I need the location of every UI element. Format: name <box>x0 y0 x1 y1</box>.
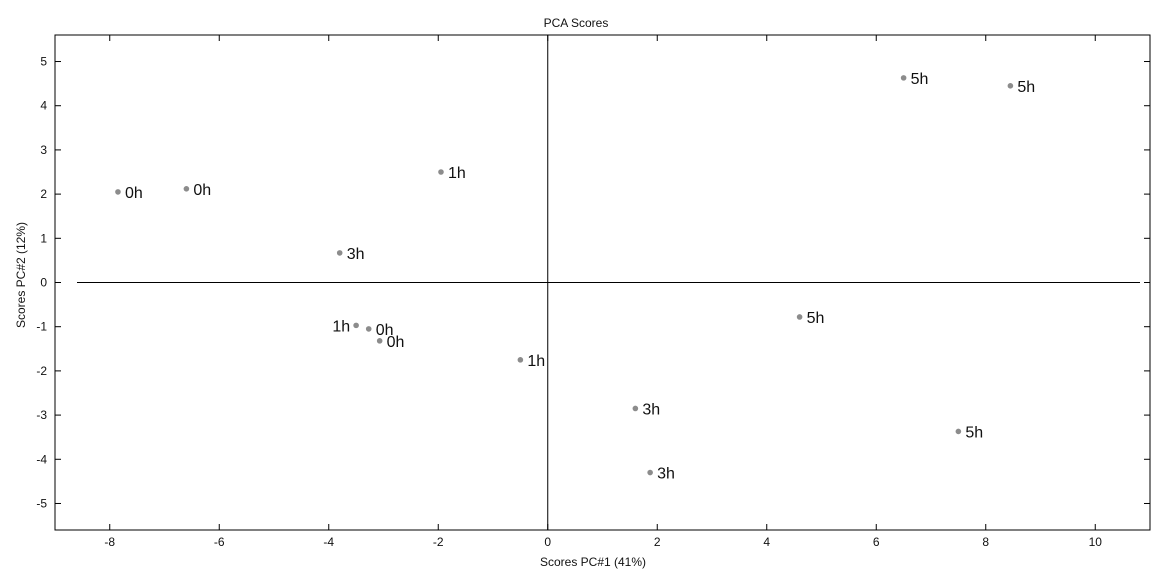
score-point <box>797 314 803 320</box>
score-point <box>377 338 383 344</box>
score-point <box>956 429 962 435</box>
x-tick-label: 0 <box>544 535 551 549</box>
score-point <box>337 250 343 256</box>
score-point-label: 3h <box>657 466 675 483</box>
score-point-label: 1h <box>527 353 545 370</box>
y-tick-label: 2 <box>40 187 47 201</box>
x-tick-label: 8 <box>982 535 989 549</box>
x-axis-label: Scores PC#1 (41%) <box>540 555 646 569</box>
x-tick-label: 2 <box>654 535 661 549</box>
score-point-label: 3h <box>347 246 365 263</box>
x-tick-label: 6 <box>873 535 880 549</box>
y-tick-label: -5 <box>36 496 47 510</box>
y-tick-label: -2 <box>36 364 47 378</box>
score-point <box>353 323 359 329</box>
y-tick-label: 4 <box>40 99 47 113</box>
score-point <box>901 75 907 81</box>
x-tick-label: -6 <box>214 535 225 549</box>
score-point <box>115 189 121 195</box>
score-point <box>1008 83 1014 89</box>
score-point <box>184 186 190 192</box>
y-axis-label: Scores PC#2 (12%) <box>14 222 28 328</box>
y-tick-label: 3 <box>40 143 47 157</box>
score-point <box>647 470 653 476</box>
score-point <box>366 326 372 332</box>
y-tick-label: -3 <box>36 408 47 422</box>
score-point-label: 3h <box>642 401 660 418</box>
y-tick-label: -4 <box>36 452 47 466</box>
score-point <box>633 406 639 412</box>
score-point-label: 5h <box>911 71 929 88</box>
y-tick-label: -1 <box>36 320 47 334</box>
chart-title: PCA Scores <box>544 16 609 30</box>
score-point <box>438 169 444 175</box>
x-tick-label: -4 <box>323 535 334 549</box>
y-tick-label: 0 <box>40 276 47 290</box>
score-point <box>518 357 524 363</box>
score-point-label: 0h <box>193 182 211 199</box>
x-tick-label: -2 <box>433 535 444 549</box>
score-point-label: 5h <box>965 424 983 441</box>
score-point-label: 1h <box>332 318 350 335</box>
y-tick-label: 5 <box>40 55 47 69</box>
score-point-label: 5h <box>1017 79 1035 96</box>
y-tick-label: 1 <box>40 231 47 245</box>
score-point-label: 0h <box>387 334 405 351</box>
x-tick-label: 10 <box>1089 535 1103 549</box>
score-point-label: 1h <box>448 165 466 182</box>
x-tick-label: 4 <box>763 535 770 549</box>
score-point-label: 0h <box>125 185 143 202</box>
score-point-label: 5h <box>807 310 825 327</box>
x-tick-label: -8 <box>104 535 115 549</box>
